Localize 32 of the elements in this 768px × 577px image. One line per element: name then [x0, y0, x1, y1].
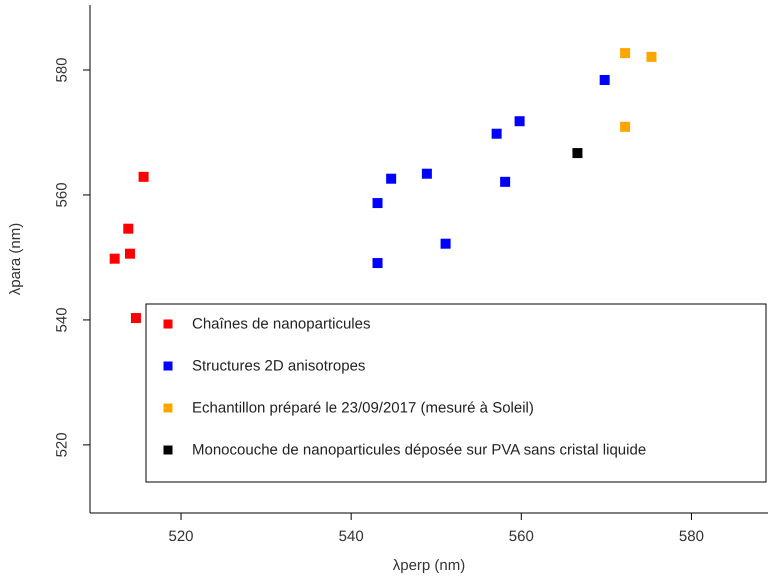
point [138, 172, 149, 182]
point [124, 248, 135, 259]
point [386, 174, 396, 184]
point [500, 176, 510, 187]
point [372, 198, 383, 208]
y-tick-label: 520 [54, 432, 70, 458]
x-tick-label: 520 [168, 528, 194, 545]
point [440, 238, 451, 249]
legend-label: Structures 2D anisotropes [192, 358, 366, 374]
legend-label: Echantillon préparé le 23/09/2017 (mesuré à Soleil) [192, 400, 534, 416]
y-tick-label: 580 [54, 57, 70, 82]
y-axis-title: λpara (nm) [7, 222, 24, 296]
point [422, 168, 432, 179]
x-tick-label: 560 [508, 528, 534, 545]
point [492, 128, 502, 139]
point [123, 224, 134, 234]
point [130, 313, 141, 324]
point [110, 254, 120, 264]
x-axis-title: λperp (nm) [392, 557, 466, 574]
y-tick-label: 540 [54, 307, 70, 332]
x-tick-label: 540 [338, 528, 364, 545]
point [514, 116, 525, 126]
point [620, 48, 630, 58]
point [646, 52, 656, 62]
point [572, 148, 582, 158]
point [620, 122, 630, 132]
point [372, 258, 383, 268]
legend-label: Chaînes de nanoparticules [192, 316, 370, 332]
legend-label: Monocouche de nanoparticules déposée sur PVA sans cristal liquide [192, 442, 646, 458]
point [600, 74, 610, 85]
y-tick-label: 560 [54, 182, 70, 208]
x-tick-label: 580 [678, 528, 704, 545]
